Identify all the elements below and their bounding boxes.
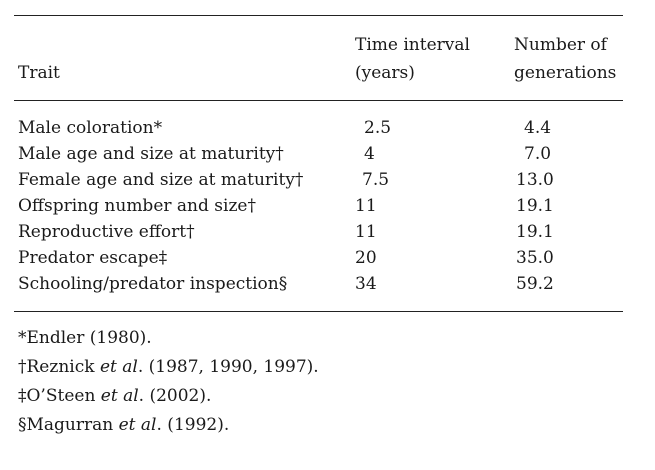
cell-generations: 59.2 — [516, 274, 554, 294]
cell-generations: 19.1 — [516, 196, 554, 216]
header-trait: Trait — [18, 63, 60, 83]
cell-trait: Predator escape‡ — [18, 248, 168, 268]
top-rule — [14, 15, 623, 16]
cell-time-interval: 11 — [355, 196, 377, 216]
cell-generations: 7.0 — [524, 144, 552, 164]
cropped-text-fragment — [16, 0, 166, 5]
cell-time-interval: 20 — [355, 248, 377, 268]
cell-generations: 4.4 — [524, 118, 552, 138]
cell-generations: 13.0 — [516, 170, 554, 190]
header-generations-line2: generations — [514, 63, 617, 83]
cell-time-interval: 11 — [355, 222, 377, 242]
cell-generations: 35.0 — [516, 248, 554, 268]
cell-generations: 19.1 — [516, 222, 554, 242]
header-rule — [14, 100, 623, 101]
footnote-et-al: et al — [100, 386, 139, 406]
footnote-years: . (2002). — [138, 386, 212, 406]
footnote-reznick: †Reznick et al. (1987, 1990, 1997). — [18, 357, 319, 377]
header-generations-line1: Number of — [514, 35, 607, 55]
bottom-rule — [14, 311, 623, 312]
footnote-years: . (1992). — [156, 415, 230, 435]
footnote-author: §Magurran — [18, 415, 119, 435]
cell-trait: Male age and size at maturity† — [18, 144, 284, 164]
cell-trait: Schooling/predator inspection§ — [18, 274, 288, 294]
header-time-units: (years) — [355, 63, 415, 83]
footnote-et-al: et al — [99, 357, 138, 377]
cell-trait: Reproductive effort† — [18, 222, 195, 242]
footnote-osteen: ‡O’Steen et al. (2002). — [18, 386, 211, 406]
footnote-endler: *Endler (1980). — [18, 328, 152, 348]
cell-time-interval: 7.5 — [362, 170, 390, 190]
cell-time-interval: 4 — [364, 144, 375, 164]
footnote-author: †Reznick — [18, 357, 100, 377]
footnote-text: *Endler (1980). — [18, 328, 152, 348]
cell-trait: Female age and size at maturity† — [18, 170, 304, 190]
cell-time-interval: 2.5 — [364, 118, 392, 138]
footnote-years: . (1987, 1990, 1997). — [137, 357, 319, 377]
cell-trait: Offspring number and size† — [18, 196, 256, 216]
cell-trait: Male coloration* — [18, 118, 163, 138]
cell-time-interval: 34 — [355, 274, 377, 294]
footnote-author: ‡O’Steen — [18, 386, 101, 406]
footnote-et-al: et al — [118, 415, 157, 435]
footnote-magurran: §Magurran et al. (1992). — [18, 415, 229, 435]
header-time-interval: Time interval — [355, 35, 470, 55]
